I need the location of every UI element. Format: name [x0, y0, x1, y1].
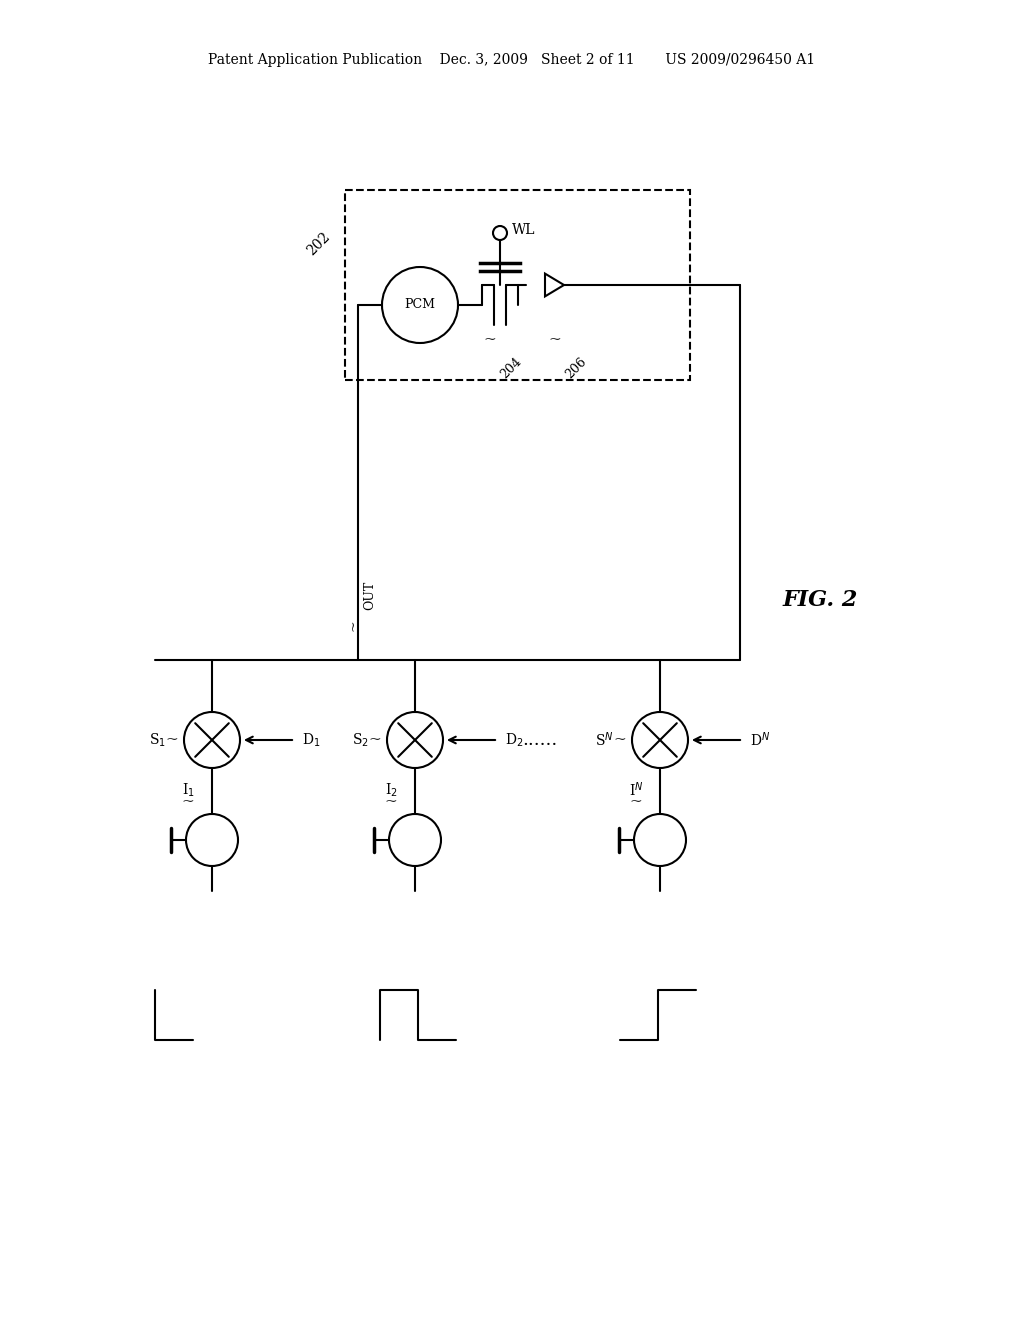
Text: 204: 204 [498, 355, 524, 381]
Text: I$_2$: I$_2$ [385, 781, 397, 799]
Text: 202: 202 [304, 230, 333, 259]
Text: ~: ~ [165, 733, 178, 747]
Text: S$^N$: S$^N$ [595, 731, 614, 750]
Circle shape [186, 814, 238, 866]
Text: ~: ~ [630, 795, 642, 809]
Circle shape [634, 814, 686, 866]
Text: 206: 206 [563, 355, 589, 381]
Text: PCM: PCM [404, 298, 435, 312]
Circle shape [389, 814, 441, 866]
Text: D$^N$: D$^N$ [750, 731, 770, 750]
Text: ~: ~ [385, 795, 397, 809]
Text: Patent Application Publication    Dec. 3, 2009   Sheet 2 of 11       US 2009/029: Patent Application Publication Dec. 3, 2… [209, 53, 815, 67]
Text: I$^N$: I$^N$ [629, 780, 643, 800]
Text: I$_1$: I$_1$ [181, 781, 195, 799]
Bar [345, 190, 690, 380]
Text: ~: ~ [181, 795, 195, 809]
Text: ~: ~ [613, 733, 626, 747]
Text: OUT: OUT [362, 581, 376, 610]
Text: ~: ~ [347, 619, 361, 631]
Text: ~: ~ [369, 733, 381, 747]
Text: ......: ...... [522, 731, 558, 748]
Text: ~: ~ [549, 333, 561, 347]
Text: ~: ~ [483, 333, 497, 347]
Text: S$_1$: S$_1$ [150, 731, 166, 748]
Text: S$_2$: S$_2$ [352, 731, 369, 748]
Text: D$_2$: D$_2$ [505, 731, 523, 748]
Text: WL: WL [512, 223, 536, 238]
Text: FIG. 2: FIG. 2 [782, 589, 858, 611]
Text: D$_1$: D$_1$ [302, 731, 321, 748]
